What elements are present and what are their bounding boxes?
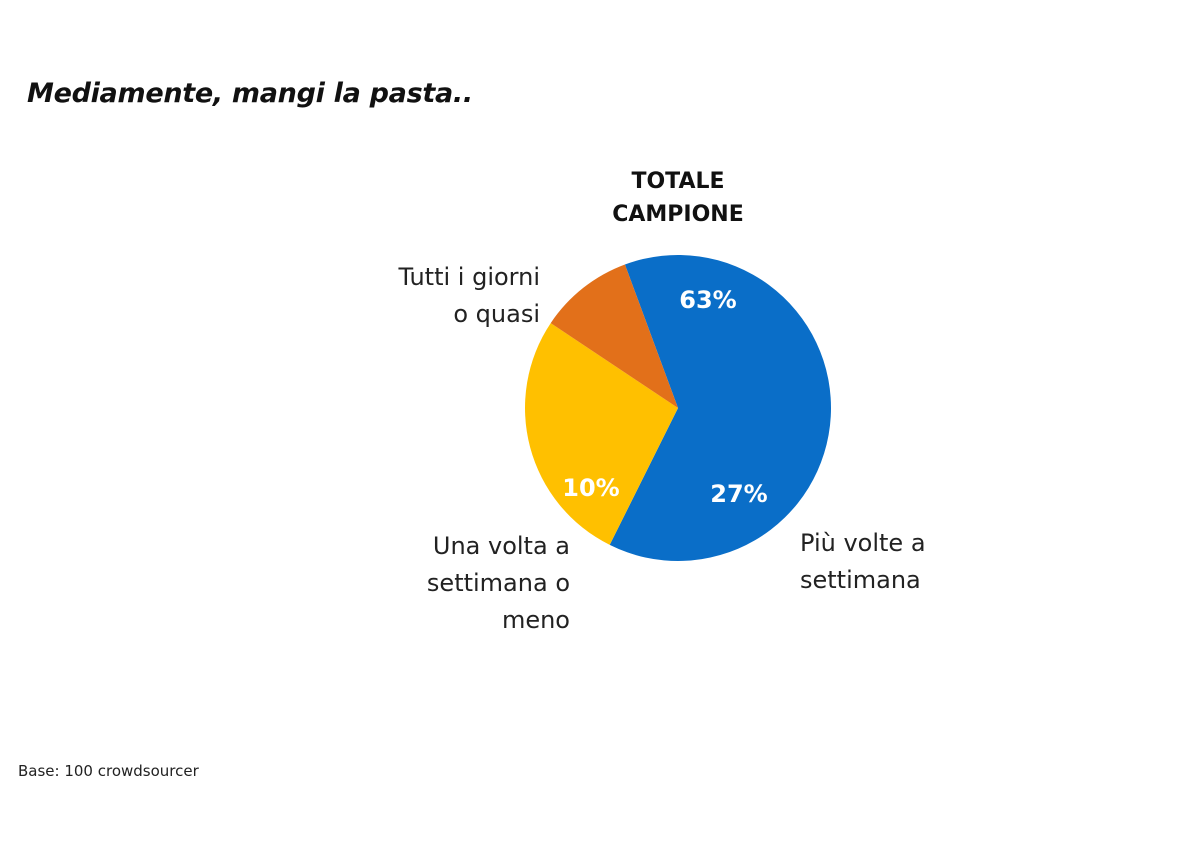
slice-label-tutti-i-giorni: Tutti i giorni o quasi: [397, 263, 540, 328]
slice-label-line: Una volta a: [433, 532, 570, 560]
base-note: Base: 100 crowdsourcer: [18, 762, 199, 780]
slice-label-line: Più volte a: [800, 529, 926, 557]
question-title: Mediamente, mangi la pasta..: [27, 78, 473, 109]
slice-category-labels: Tutti i giorni o quasi Più volte a settiman…: [397, 263, 925, 634]
slice-label-una-volta-a-settimana: Una volta a settimana o meno: [427, 532, 570, 634]
pie-slice-una-volta-a-settimana: [550, 264, 678, 408]
slice-label-piu-volte-a-settimana: Più volte a settimana: [800, 529, 926, 594]
pie-slice-tutti-i-giorni: [609, 254, 832, 561]
slice-label-line: Tutti i giorni: [397, 263, 540, 291]
slice-value-labels: 63% 27% 10%: [562, 286, 767, 508]
slice-label-line: settimana: [800, 566, 921, 594]
slice-value-piu-volte-a-settimana: 27%: [710, 480, 767, 508]
slice-label-line: o quasi: [453, 300, 540, 328]
slice-value-una-volta-a-settimana: 10%: [562, 474, 619, 502]
chart-title-line-1: TOTALE: [631, 169, 724, 194]
slice-label-line: meno: [502, 606, 570, 634]
slice-label-line: settimana o: [427, 569, 570, 597]
pie-slices: [525, 254, 832, 561]
pie-slice-piu-volte-a-settimana: [525, 323, 678, 545]
slice-value-tutti-i-giorni: 63%: [679, 286, 736, 314]
chart-title-line-2: CAMPIONE: [612, 202, 744, 227]
chart-title: TOTALE CAMPIONE: [612, 169, 744, 227]
